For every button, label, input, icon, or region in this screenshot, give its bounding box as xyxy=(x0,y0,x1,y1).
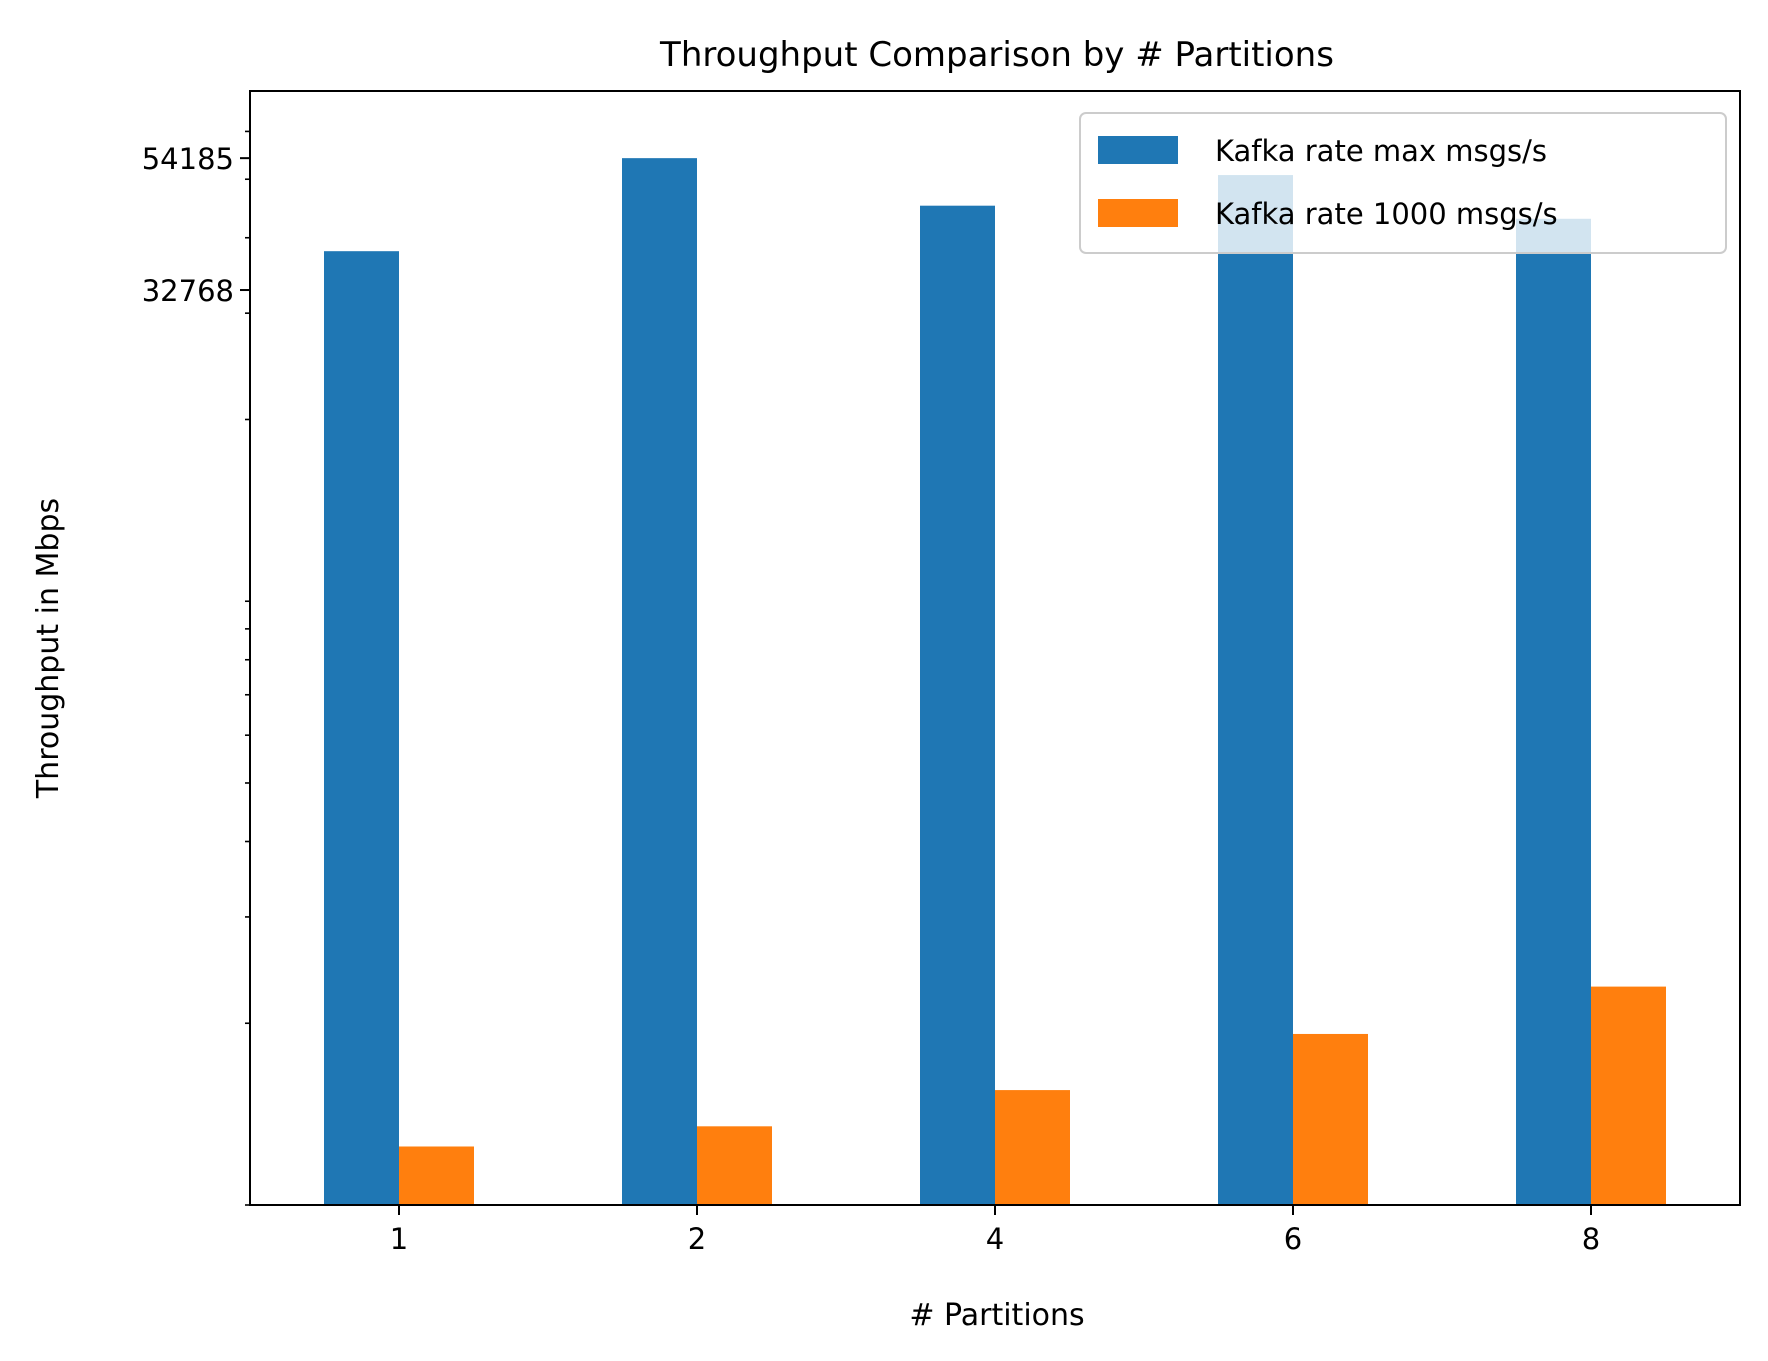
bar-series-1-2 xyxy=(622,158,697,1205)
bar-series-2-2 xyxy=(697,1126,772,1205)
bar-series-2-1 xyxy=(399,1146,474,1205)
legend-box xyxy=(1079,112,1727,254)
x-tick-label: 6 xyxy=(1284,1222,1302,1256)
legend-label-2: Kafka rate 1000 msgs/s xyxy=(1215,197,1558,231)
bar-series-1-8 xyxy=(1516,218,1591,1205)
x-axis: 1 2 4 6 8 xyxy=(390,1205,1600,1256)
y-axis-label: Throughput in Mbps xyxy=(31,498,66,799)
x-tick-label: 4 xyxy=(986,1222,1004,1256)
bar-series-1-6 xyxy=(1218,175,1293,1205)
x-tick-label: 2 xyxy=(688,1222,706,1256)
plot-area xyxy=(249,90,1741,1206)
bar-series-2-8 xyxy=(1591,986,1666,1205)
y-tick-label: 32768 xyxy=(142,274,234,308)
x-tick-label: 1 xyxy=(390,1222,408,1256)
legend-label-1: Kafka rate max msgs/s xyxy=(1215,134,1547,168)
legend: Kafka rate max msgs/s Kafka rate 1000 msg… xyxy=(1079,112,1727,254)
bars xyxy=(324,158,1666,1206)
bar-series-2-4 xyxy=(995,1090,1070,1205)
legend-swatch-2 xyxy=(1098,199,1178,227)
x-tick-label: 8 xyxy=(1582,1222,1600,1256)
x-axis-label: # Partitions xyxy=(909,1298,1084,1333)
y-tick-label: 54185 xyxy=(142,142,234,176)
chart-title: Throughput Comparison by # Partitions xyxy=(659,35,1334,75)
y-axis: 32768 54185 xyxy=(142,130,250,1206)
bar-series-1-1 xyxy=(324,251,399,1205)
bar-series-2-6 xyxy=(1293,1033,1368,1205)
bar-series-1-4 xyxy=(920,205,995,1206)
legend-swatch-1 xyxy=(1098,136,1178,164)
